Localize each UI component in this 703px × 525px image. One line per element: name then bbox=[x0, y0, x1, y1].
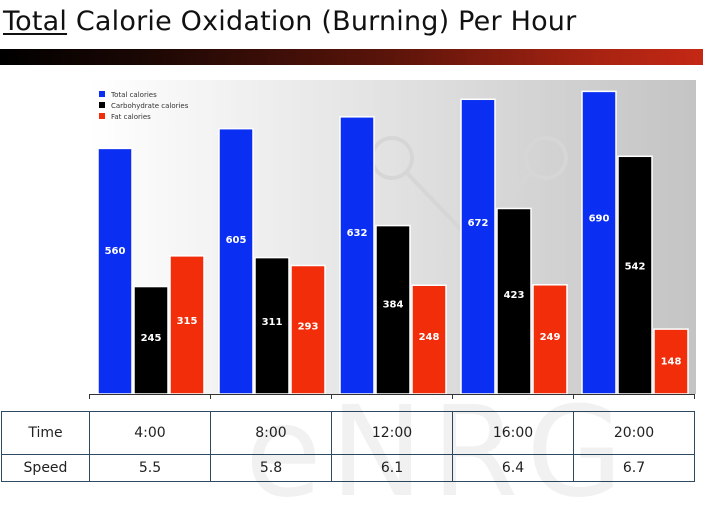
bar-carbohydrate-calories-12-00 bbox=[375, 224, 411, 395]
table-cell: 6.1 bbox=[331, 454, 453, 482]
bar-fat-calories-20-00 bbox=[653, 328, 689, 395]
data-label-total-calories-8-00: 605 bbox=[226, 235, 247, 246]
bar-carbohydrate-calories-16-00 bbox=[496, 207, 532, 395]
data-table-body: Time 4:00 8:00 12:00 16:00 20:00 Speed 5.5 5.8 6.… bbox=[1, 411, 695, 482]
table-cell: 5.8 bbox=[210, 454, 332, 482]
legend-swatch-carbohydrate-calories bbox=[99, 102, 105, 108]
bar-total-calories-8-00 bbox=[218, 127, 254, 395]
table-row-time: Time 4:00 8:00 12:00 16:00 20:00 bbox=[1, 411, 695, 455]
table-cell: 12:00 bbox=[331, 411, 453, 455]
data-label-carbohydrate-calories-4-00: 245 bbox=[141, 333, 162, 344]
table-cell: 20:00 bbox=[573, 411, 695, 455]
data-label-carbohydrate-calories-8-00: 311 bbox=[262, 317, 283, 328]
table-cell: 5.5 bbox=[89, 454, 211, 482]
bar-fat-calories-8-00 bbox=[290, 264, 326, 395]
bar-total-calories-4-00 bbox=[97, 147, 133, 395]
bar-total-calories-12-00 bbox=[339, 116, 375, 395]
title-rest: Calorie Oxidation (Burning) Per Hour bbox=[67, 6, 577, 37]
legend-swatch-total-calories bbox=[99, 91, 105, 97]
table-cell: 4:00 bbox=[89, 411, 211, 455]
data-label-total-calories-12-00: 632 bbox=[347, 228, 368, 239]
x-axis bbox=[89, 394, 695, 399]
data-label-total-calories-20-00: 690 bbox=[589, 214, 610, 225]
table-row-speed: Speed 5.5 5.8 6.1 6.4 6.7 bbox=[1, 454, 695, 482]
page-title: Total Calorie Oxidation (Burning) Per Ho… bbox=[3, 6, 576, 37]
data-label-fat-calories-12-00: 248 bbox=[419, 332, 440, 343]
bar-carbohydrate-calories-20-00 bbox=[617, 155, 653, 395]
data-label-fat-calories-4-00: 315 bbox=[177, 316, 198, 327]
legend-swatch-fat-calories bbox=[99, 113, 105, 119]
table-row-header: Time bbox=[1, 411, 90, 455]
table-row-header: Speed bbox=[1, 454, 90, 482]
data-table: Time 4:00 8:00 12:00 16:00 20:00 Speed 5.5 5.8 6.… bbox=[1, 411, 695, 482]
data-label-total-calories-4-00: 560 bbox=[105, 246, 126, 257]
table-cell: 6.4 bbox=[452, 454, 574, 482]
bar-total-calories-16-00 bbox=[460, 98, 496, 395]
title-gradient-bar bbox=[0, 49, 703, 65]
bar-chart: 560 245 315 605 311 293 632 384 248 672 423 249 690 5… bbox=[89, 80, 696, 399]
data-label-fat-calories-16-00: 249 bbox=[540, 332, 561, 343]
data-label-carbohydrate-calories-16-00: 423 bbox=[504, 290, 525, 301]
bar-total-calories-20-00 bbox=[581, 90, 617, 395]
table-cell: 6.7 bbox=[573, 454, 695, 482]
table-cell: 16:00 bbox=[452, 411, 574, 455]
data-label-fat-calories-20-00: 148 bbox=[661, 356, 682, 367]
bar-fat-calories-12-00 bbox=[411, 284, 447, 395]
bar-layer: 560 245 315 605 311 293 632 384 248 672 423 249 690 5… bbox=[97, 90, 689, 395]
data-label-carbohydrate-calories-20-00: 542 bbox=[625, 261, 646, 272]
data-label-carbohydrate-calories-12-00: 384 bbox=[383, 299, 404, 310]
title-underlined-word: Total bbox=[3, 6, 68, 37]
data-label-total-calories-16-00: 672 bbox=[468, 218, 489, 229]
legend-label-fat-calories: Fat calories bbox=[111, 113, 151, 121]
legend-label-total-calories: Total calories bbox=[110, 91, 157, 99]
legend: Total calories Carbohydrate calories Fat c… bbox=[99, 91, 189, 121]
data-label-fat-calories-8-00: 293 bbox=[298, 321, 319, 332]
legend-label-carbohydrate-calories: Carbohydrate calories bbox=[111, 102, 189, 110]
table-cell: 8:00 bbox=[210, 411, 332, 455]
bar-carbohydrate-calories-8-00 bbox=[254, 256, 290, 395]
bar-fat-calories-4-00 bbox=[169, 255, 205, 395]
